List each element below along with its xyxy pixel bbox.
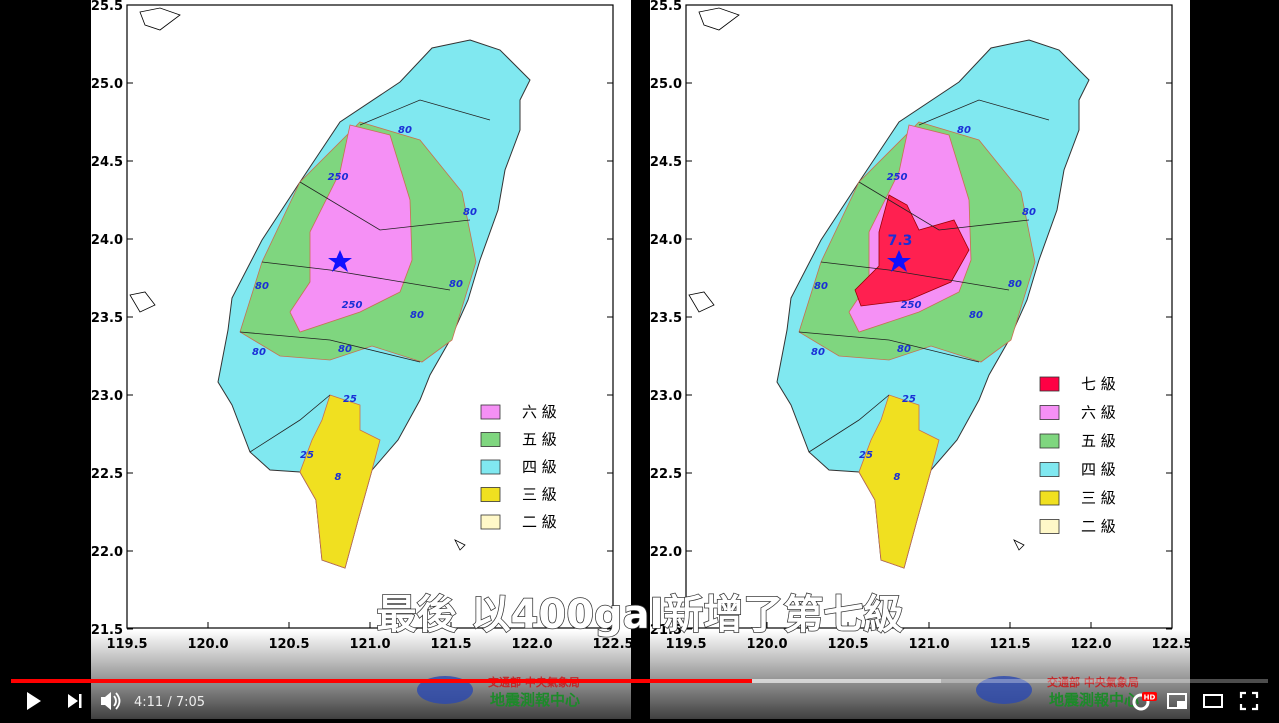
- legend-swatch: [1039, 519, 1060, 534]
- y-tick-label: 22.5: [650, 467, 682, 482]
- contour-label: 25: [902, 394, 916, 405]
- volume-button[interactable]: [101, 692, 121, 710]
- magnitude-label: 7.3: [888, 233, 913, 249]
- logo: 交通部 中央氣象局 地震測報中心 交通部 中央氣象局 地震測報中心: [417, 675, 1139, 709]
- legend-label: 三 級: [1081, 489, 1116, 507]
- logo-icon: [976, 676, 1032, 704]
- subtitle: 最後 以400gal新增了第七級: [377, 592, 904, 638]
- legend-label: 五 級: [522, 431, 557, 449]
- legend-label: 四 級: [1081, 461, 1116, 479]
- legend-label: 六 級: [522, 403, 557, 421]
- y-tick-label: 24.0: [650, 233, 682, 248]
- contour-label: 80: [1008, 279, 1022, 290]
- y-tick-label: 23.5: [650, 311, 682, 326]
- legend-swatch: [480, 432, 501, 447]
- legend-swatch: [480, 404, 501, 420]
- legend-label: 二 級: [1081, 518, 1116, 536]
- contour-label: 80: [449, 279, 463, 290]
- y-tick-label: 22.5: [91, 467, 123, 482]
- logo-line2: 地震測報中心: [490, 691, 580, 709]
- logo-line1: 交通部 中央氣象局: [1047, 675, 1139, 689]
- contour-label: 80: [957, 125, 971, 136]
- epicenter-star: [887, 250, 911, 272]
- settings-button[interactable]: HD: [1132, 692, 1157, 711]
- next-button[interactable]: [68, 694, 82, 708]
- county-lines: [239, 99, 491, 453]
- contour-label: 250: [901, 300, 922, 311]
- contour-label: 80: [338, 344, 352, 355]
- islet: [129, 7, 466, 551]
- contour-label: 80: [897, 344, 911, 355]
- contour-label: 8: [894, 472, 901, 483]
- contour-label: 8: [335, 472, 342, 483]
- legend-label: 五 級: [1081, 432, 1116, 450]
- play-button[interactable]: [27, 692, 41, 710]
- progress-played: [11, 679, 752, 683]
- legend-swatch: [1039, 376, 1060, 392]
- miniplayer-button[interactable]: [1167, 693, 1187, 709]
- time-display: 4:11 / 7:05: [134, 695, 205, 710]
- contour-label: 25: [300, 450, 314, 461]
- y-tick-label: 23.0: [650, 389, 682, 404]
- epicenter-star: [328, 250, 352, 272]
- hd-badge: HD: [1144, 694, 1156, 702]
- legend-swatch: [480, 487, 501, 502]
- contour-label: 80: [410, 310, 424, 321]
- legend-swatch: [1039, 433, 1060, 449]
- legend-label: 二 級: [522, 513, 557, 531]
- legend-swatch: [480, 514, 501, 530]
- legend-label: 七 級: [1081, 375, 1116, 393]
- islet: [688, 7, 1025, 551]
- contour-label: 250: [328, 172, 349, 183]
- contour-label: 80: [398, 125, 412, 136]
- legend-swatch: [1039, 462, 1060, 477]
- contour-label: 80: [252, 347, 266, 358]
- legend-swatch: [1039, 490, 1060, 506]
- y-tick-label: 22.0: [650, 545, 682, 560]
- y-tick-label: 25.0: [91, 77, 123, 92]
- legend-label: 六 級: [1081, 404, 1116, 422]
- legend-label: 三 級: [522, 486, 557, 504]
- y-tick-label: 25.5: [650, 0, 682, 14]
- y-tick-label: 24.5: [650, 155, 682, 170]
- contour-label: 80: [255, 281, 269, 292]
- contour-label: 80: [1022, 207, 1036, 218]
- contour-label: 250: [342, 300, 363, 311]
- theater-button[interactable]: [1203, 694, 1223, 708]
- legend-swatch: [1039, 405, 1060, 420]
- contour-label: 80: [811, 347, 825, 358]
- contour-label: 250: [887, 172, 908, 183]
- y-tick-label: 23.0: [91, 389, 123, 404]
- legend-label: 四 級: [522, 458, 557, 476]
- contour-label: 25: [859, 450, 873, 461]
- y-tick-label: 22.0: [91, 545, 123, 560]
- y-tick-label: 24.0: [91, 233, 123, 248]
- y-tick-label: 25.0: [650, 77, 682, 92]
- y-tick-label: 25.5: [91, 0, 123, 14]
- contour-label: 80: [463, 207, 477, 218]
- contour-label: 25: [343, 394, 357, 405]
- controls-shade: [0, 630, 1279, 719]
- county-lines: [798, 99, 1050, 453]
- y-tick-label: 23.5: [91, 311, 123, 326]
- contour-label: 80: [969, 310, 983, 321]
- y-tick-label: 24.5: [91, 155, 123, 170]
- contour-label: 80: [814, 281, 828, 292]
- fullscreen-button[interactable]: [1239, 691, 1259, 711]
- logo-line2: 地震測報中心: [1049, 691, 1139, 709]
- legend-swatch: [480, 459, 501, 475]
